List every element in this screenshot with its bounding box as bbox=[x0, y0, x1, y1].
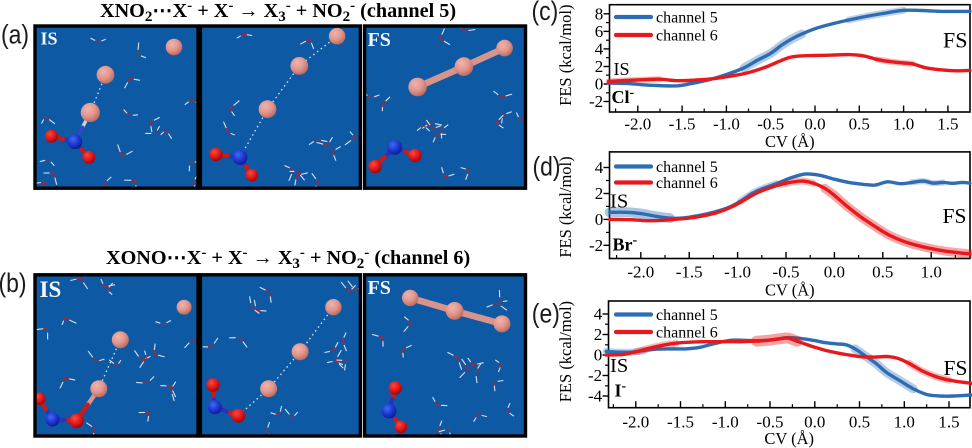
svg-text:8: 8 bbox=[595, 4, 604, 23]
svg-text:-1.5: -1.5 bbox=[669, 115, 696, 134]
svg-text:1.0: 1.0 bbox=[893, 115, 914, 134]
svg-text:FES (kcal/mol): FES (kcal/mol) bbox=[556, 156, 575, 257]
svg-text:channel 6: channel 6 bbox=[656, 325, 718, 342]
svg-text:-2: -2 bbox=[589, 236, 603, 255]
svg-text:6: 6 bbox=[595, 22, 604, 41]
svg-text:0.0: 0.0 bbox=[804, 115, 825, 134]
svg-text:1.0: 1.0 bbox=[921, 263, 942, 282]
svg-text:IS: IS bbox=[610, 355, 628, 377]
svg-text:(e): (e) bbox=[532, 299, 560, 329]
svg-text:IS: IS bbox=[41, 29, 58, 49]
svg-text:-1.0: -1.0 bbox=[713, 115, 740, 134]
svg-text:1.5: 1.5 bbox=[938, 413, 959, 432]
svg-text:FS: FS bbox=[368, 29, 391, 51]
svg-text:2: 2 bbox=[594, 325, 603, 344]
svg-text:(b): (b) bbox=[0, 268, 27, 298]
svg-text:channel 6: channel 6 bbox=[656, 28, 718, 45]
svg-text:Br-: Br- bbox=[613, 233, 638, 255]
svg-text:FS: FS bbox=[368, 277, 391, 299]
svg-text:CV (Å): CV (Å) bbox=[765, 281, 815, 300]
svg-text:-1.0: -1.0 bbox=[724, 263, 751, 282]
svg-text:0.5: 0.5 bbox=[849, 115, 870, 134]
svg-text:1.0: 1.0 bbox=[894, 413, 915, 432]
svg-text:IS: IS bbox=[614, 59, 630, 79]
svg-text:FS: FS bbox=[943, 204, 967, 228]
svg-text:FS: FS bbox=[944, 356, 968, 380]
svg-text:Cl-: Cl- bbox=[612, 86, 635, 108]
svg-text:-2.0: -2.0 bbox=[622, 413, 649, 432]
svg-text:-0.5: -0.5 bbox=[757, 413, 784, 432]
svg-text:channel 5: channel 5 bbox=[656, 10, 718, 27]
svg-text:0: 0 bbox=[594, 346, 603, 365]
svg-text:CV (Å): CV (Å) bbox=[765, 132, 815, 151]
svg-text:channel 5: channel 5 bbox=[656, 307, 718, 324]
svg-text:0.5: 0.5 bbox=[872, 263, 893, 282]
svg-text:CV (Å): CV (Å) bbox=[764, 429, 814, 448]
svg-text:4: 4 bbox=[595, 39, 604, 58]
svg-text:0.5: 0.5 bbox=[849, 413, 870, 432]
svg-text:1.5: 1.5 bbox=[937, 115, 958, 134]
svg-text:0: 0 bbox=[595, 75, 604, 94]
svg-text:(d): (d) bbox=[533, 152, 561, 182]
svg-text:XONO⋯X- + X- → X3- + NO2- (cha: XONO⋯X- + X- → X3- + NO2- (channel 6) bbox=[106, 245, 470, 272]
svg-text:0: 0 bbox=[595, 210, 604, 229]
svg-text:-4: -4 bbox=[588, 387, 603, 406]
svg-text:-0.5: -0.5 bbox=[757, 115, 784, 134]
svg-text:2: 2 bbox=[595, 57, 604, 76]
svg-text:-1.5: -1.5 bbox=[676, 263, 703, 282]
svg-text:-0.5: -0.5 bbox=[773, 263, 800, 282]
svg-text:4: 4 bbox=[594, 305, 603, 324]
svg-text:IS: IS bbox=[610, 190, 628, 212]
svg-text:0.0: 0.0 bbox=[804, 413, 825, 432]
svg-text:(a): (a) bbox=[1, 20, 29, 50]
svg-text:4: 4 bbox=[595, 158, 604, 177]
svg-text:channel 5: channel 5 bbox=[656, 159, 718, 176]
svg-text:(c): (c) bbox=[532, 0, 559, 26]
svg-text:FS: FS bbox=[943, 28, 967, 53]
svg-text:0.0: 0.0 bbox=[824, 263, 845, 282]
svg-text:FES (kcal/mol): FES (kcal/mol) bbox=[556, 5, 575, 106]
svg-text:-1.5: -1.5 bbox=[667, 413, 694, 432]
svg-text:-1.0: -1.0 bbox=[712, 413, 739, 432]
svg-text:-2.0: -2.0 bbox=[627, 263, 654, 282]
svg-text:XNO2⋯X- + X- → X3- + NO2- (cha: XNO2⋯X- + X- → X3- + NO2- (channel 5) bbox=[100, 0, 456, 25]
svg-text:2: 2 bbox=[595, 184, 604, 203]
svg-text:FES (kcal/mol): FES (kcal/mol) bbox=[556, 301, 575, 402]
svg-text:channel 6: channel 6 bbox=[656, 175, 718, 192]
svg-text:-2: -2 bbox=[588, 366, 602, 385]
svg-text:-2: -2 bbox=[589, 92, 603, 111]
svg-text:IS: IS bbox=[40, 277, 62, 302]
svg-text:-2.0: -2.0 bbox=[624, 115, 651, 134]
